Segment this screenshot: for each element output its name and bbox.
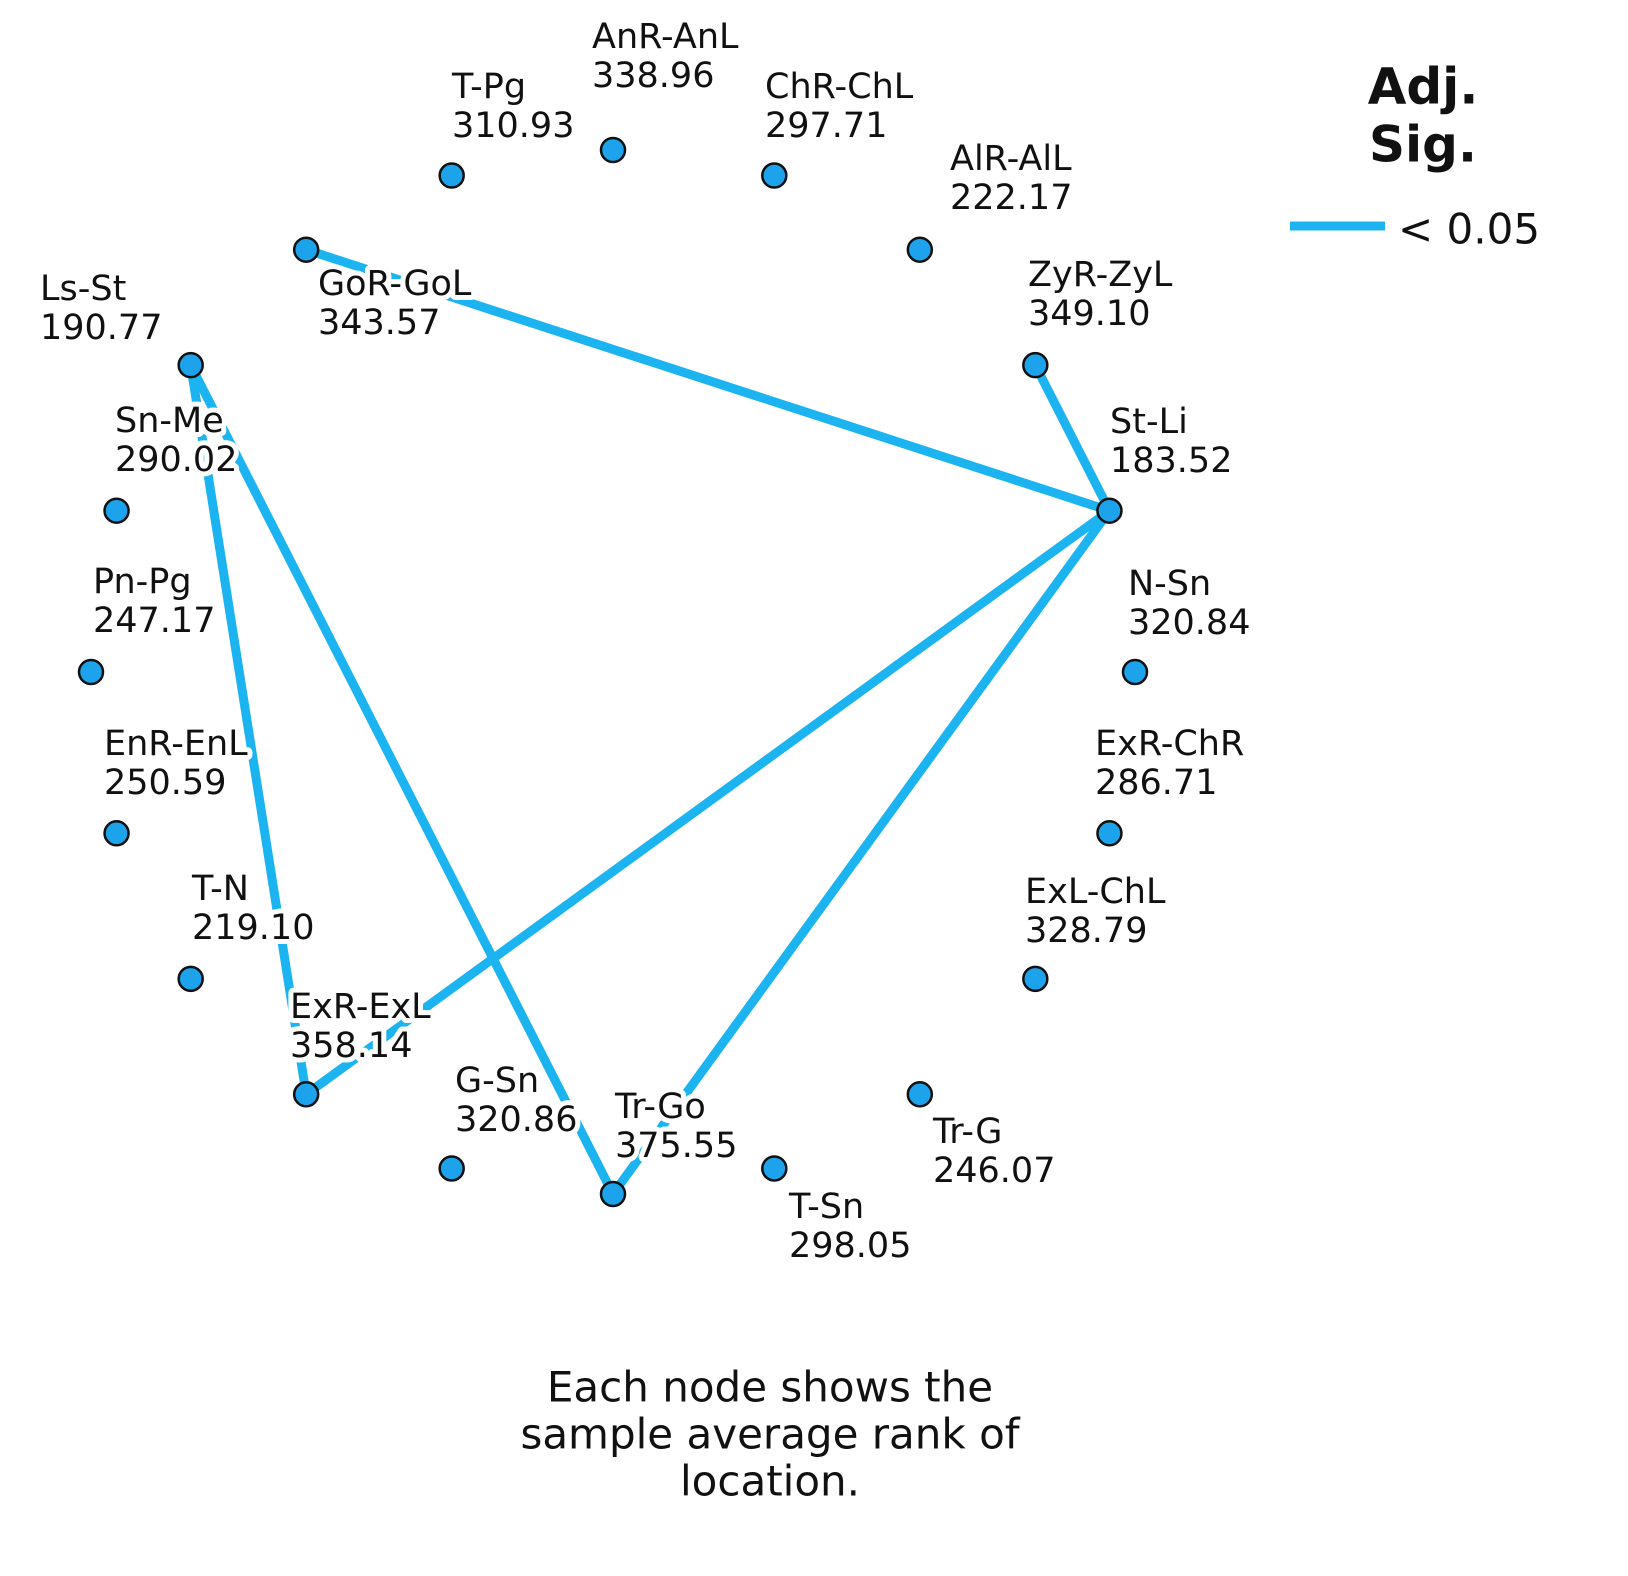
- edge: [186, 364, 311, 1096]
- node-name: St-Li: [1110, 402, 1188, 442]
- node-name: T-Pg: [451, 67, 526, 107]
- node-name: T-Sn: [788, 1187, 864, 1227]
- node-value: 247.17: [93, 601, 215, 641]
- legend-title: Adj.: [1368, 58, 1479, 116]
- node-dot: [1121, 658, 1149, 686]
- node-dot: [1096, 820, 1123, 847]
- node-name: Sn-Me: [115, 401, 224, 441]
- edge: [1031, 363, 1114, 513]
- node-dot: [103, 497, 130, 524]
- node-value: 349.10: [1028, 294, 1150, 334]
- node-value: 190.77: [40, 308, 162, 348]
- node-value: 343.57: [318, 303, 440, 343]
- edge: [304, 245, 1111, 515]
- node-value: 246.07: [933, 1151, 1055, 1191]
- node-value: 338.96: [592, 56, 714, 96]
- node-dot: [177, 965, 204, 993]
- node-dot: [438, 1155, 465, 1182]
- node-name: AlR-AlL: [950, 139, 1072, 179]
- node-dot: [1022, 965, 1049, 993]
- node-value: 320.86: [455, 1100, 577, 1140]
- node-name: ExL-ChL: [1025, 872, 1166, 912]
- node-name: N-Sn: [1128, 564, 1211, 604]
- node-name: GoR-GoL: [318, 264, 472, 304]
- footnote: sample average rank of: [520, 1410, 1020, 1459]
- node-name: AnR-AnL: [592, 17, 739, 57]
- node-value: 328.79: [1025, 911, 1147, 951]
- node-value: 297.71: [765, 106, 887, 146]
- node-value: 183.52: [1110, 441, 1232, 481]
- node-value: 358.14: [290, 1026, 412, 1066]
- node-name: Ls-St: [40, 269, 126, 309]
- node-value: 298.05: [789, 1226, 911, 1266]
- edge: [186, 363, 618, 1197]
- legend-label: < 0.05: [1398, 205, 1540, 254]
- node-value: 375.55: [615, 1126, 737, 1166]
- node-dot: [906, 236, 934, 263]
- node-name: ExR-ExL: [290, 987, 431, 1027]
- node-name: Pn-Pg: [93, 562, 192, 602]
- node-dot: [1022, 351, 1049, 379]
- edge: [609, 508, 1114, 1197]
- node-name: ChR-ChL: [765, 67, 914, 107]
- node-name: T-N: [191, 869, 249, 909]
- node-name: ExR-ChR: [1095, 724, 1244, 764]
- node-dot: [906, 1081, 934, 1108]
- node-dot: [103, 820, 130, 847]
- node-value: 310.93: [452, 106, 574, 146]
- node-value: 222.17: [950, 178, 1072, 218]
- node-dot: [1096, 497, 1123, 524]
- node-dot: [761, 1155, 788, 1182]
- edges: [186, 245, 1114, 1197]
- node-dot: [438, 162, 465, 189]
- node-dot: [292, 236, 320, 263]
- node-value: 219.10: [192, 908, 314, 948]
- node-dot: [599, 1180, 627, 1208]
- legend-title: Sig.: [1369, 116, 1477, 174]
- node-dot: [177, 351, 204, 379]
- node-name: ZyR-ZyL: [1028, 255, 1173, 295]
- node-dot: [599, 136, 627, 164]
- node-value: 290.02: [115, 440, 237, 480]
- node-dot: [292, 1081, 320, 1108]
- node-value: 320.84: [1128, 603, 1250, 643]
- footnote: Each node shows the: [547, 1363, 993, 1412]
- footnote: location.: [680, 1457, 860, 1506]
- edge: [303, 507, 1113, 1098]
- node-dot: [77, 658, 105, 686]
- node-value: 250.59: [104, 763, 226, 803]
- node-name: Tr-Go: [614, 1087, 706, 1127]
- node-name: Tr-G: [932, 1112, 1002, 1152]
- nodes: [77, 136, 1149, 1208]
- node-name: G-Sn: [455, 1061, 539, 1101]
- node-value: 286.71: [1095, 763, 1217, 803]
- node-dot: [761, 162, 788, 189]
- node-name: EnR-EnL: [104, 724, 248, 764]
